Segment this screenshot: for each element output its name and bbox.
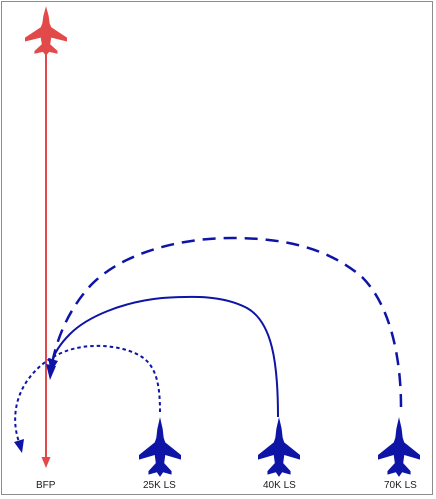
label-25k-ls: 25K LS bbox=[143, 480, 176, 491]
friendly-aircraft-40k-icon bbox=[258, 417, 300, 477]
label-bfp: BFP bbox=[36, 480, 56, 491]
arc-40k bbox=[51, 295, 279, 418]
arc-40k-arrowhead bbox=[48, 358, 58, 372]
arc-25k bbox=[14, 344, 161, 443]
friendly-aircraft-70k-icon bbox=[378, 417, 420, 477]
arc-25k-arrowhead bbox=[14, 439, 24, 453]
friendly-aircraft-25k-icon bbox=[139, 417, 181, 477]
arc-70k bbox=[50, 236, 403, 408]
threat-track-arrowhead bbox=[41, 457, 51, 468]
label-40k-ls: 40K LS bbox=[263, 480, 296, 491]
label-70k-ls: 70K LS bbox=[384, 480, 417, 491]
threat-aircraft-icon bbox=[25, 6, 67, 56]
